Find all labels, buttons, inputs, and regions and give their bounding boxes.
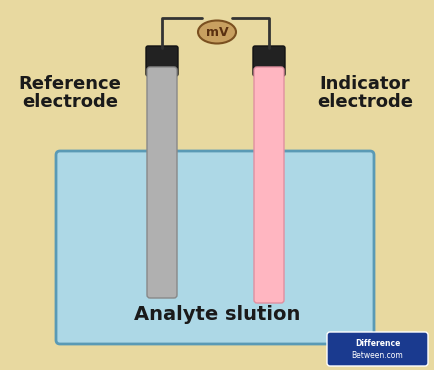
FancyBboxPatch shape (326, 332, 427, 366)
Text: Difference: Difference (354, 340, 399, 349)
FancyBboxPatch shape (253, 67, 283, 303)
FancyBboxPatch shape (253, 46, 284, 76)
Text: mV: mV (205, 26, 228, 38)
FancyBboxPatch shape (147, 67, 177, 298)
Text: electrode: electrode (316, 93, 412, 111)
Text: Between.com: Between.com (351, 350, 402, 360)
FancyBboxPatch shape (146, 46, 178, 76)
Text: electrode: electrode (22, 93, 118, 111)
FancyBboxPatch shape (56, 151, 373, 344)
Text: Indicator: Indicator (319, 75, 409, 93)
Text: Reference: Reference (19, 75, 121, 93)
Text: Analyte slution: Analyte slution (134, 306, 299, 324)
Ellipse shape (197, 20, 236, 44)
